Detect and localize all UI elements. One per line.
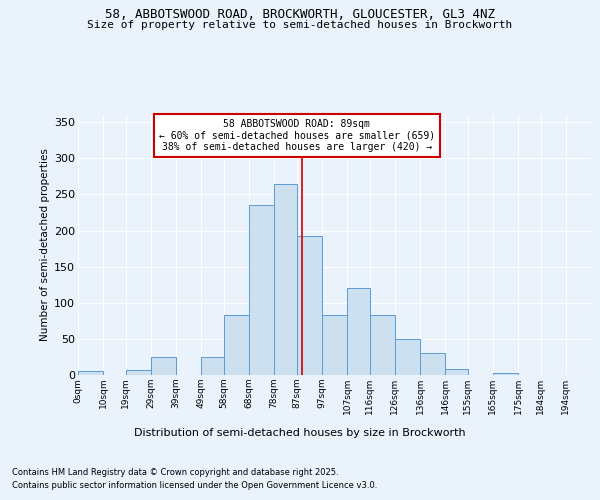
Bar (151, 357, 176, 375)
Bar (274, 184, 297, 375)
Bar (224, 315, 249, 375)
Bar (249, 206, 274, 375)
Bar (420, 354, 445, 375)
Text: 58, ABBOTSWOOD ROAD, BROCKWORTH, GLOUCESTER, GL3 4NZ: 58, ABBOTSWOOD ROAD, BROCKWORTH, GLOUCES… (105, 8, 495, 20)
Bar (395, 339, 420, 375)
Text: Distribution of semi-detached houses by size in Brockworth: Distribution of semi-detached houses by … (134, 428, 466, 438)
Text: Contains HM Land Registry data © Crown copyright and database right 2025.: Contains HM Land Registry data © Crown c… (12, 468, 338, 477)
Bar (370, 315, 395, 375)
Bar (297, 236, 322, 375)
Bar (201, 357, 224, 375)
Text: Size of property relative to semi-detached houses in Brockworth: Size of property relative to semi-detach… (88, 20, 512, 30)
Bar (493, 373, 518, 375)
Bar (78, 372, 103, 375)
Bar (126, 370, 151, 375)
Bar (445, 369, 468, 375)
Y-axis label: Number of semi-detached properties: Number of semi-detached properties (40, 148, 50, 342)
Bar (347, 288, 370, 375)
Text: Contains public sector information licensed under the Open Government Licence v3: Contains public sector information licen… (12, 482, 377, 490)
Bar (322, 315, 347, 375)
Text: 58 ABBOTSWOOD ROAD: 89sqm
← 60% of semi-detached houses are smaller (659)
38% of: 58 ABBOTSWOOD ROAD: 89sqm ← 60% of semi-… (159, 118, 435, 152)
